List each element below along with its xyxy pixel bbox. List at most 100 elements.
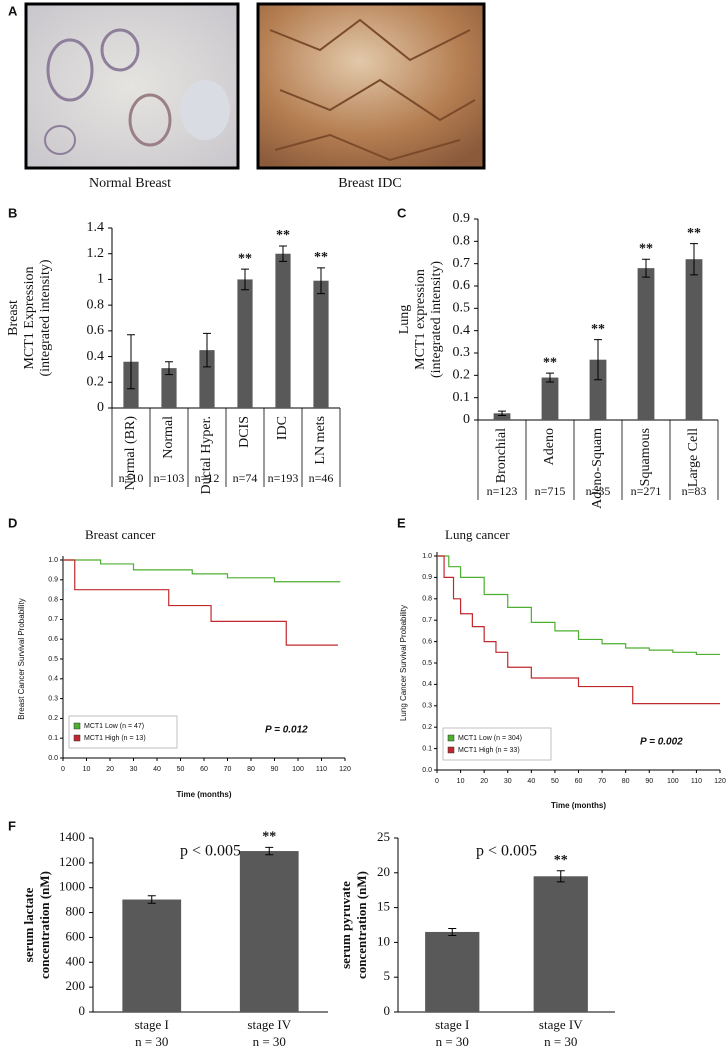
error-bar — [317, 267, 325, 295]
n-label: n=715 — [535, 484, 566, 498]
y-tick-label: 0.3 — [422, 703, 432, 710]
x-tick-label: LN mets — [313, 416, 328, 465]
x-axis-label: Time (months) — [551, 801, 606, 810]
n-label: n=83 — [682, 484, 707, 498]
chart-title: Lung cancer — [445, 527, 510, 542]
n-label: n=123 — [487, 484, 518, 498]
y-tick-label: 0.6 — [453, 278, 471, 293]
image-caption: Normal Breast — [89, 176, 171, 191]
n-label: n=46 — [309, 471, 334, 485]
x-axis-label: Time (months) — [177, 790, 232, 799]
y-tick-label: 0 — [384, 1003, 391, 1018]
y-tick-label: 0.4 — [453, 323, 471, 338]
legend-label: MCT1 Low (n = 47) — [84, 723, 144, 730]
y-tick-label: 0.3 — [453, 345, 471, 360]
x-tick-label: 70 — [598, 778, 606, 785]
error-bar — [556, 870, 565, 883]
error-bar — [594, 339, 602, 381]
y-axis-label: Lung — [397, 305, 412, 335]
n-label: n=271 — [631, 484, 662, 498]
x-tick-label: 60 — [200, 766, 208, 773]
bar — [122, 899, 182, 1012]
legend-swatch — [447, 746, 455, 754]
p-value: p < 0.005 — [476, 843, 537, 860]
y-tick-label: 0 — [463, 412, 470, 427]
error-bar — [147, 895, 156, 904]
bar — [685, 259, 703, 420]
legend-label: MCT1 Low (n = 304) — [458, 735, 522, 742]
y-tick-label: 0.9 — [48, 577, 58, 584]
x-tick-label: stage I — [135, 1017, 169, 1032]
x-tick-label: 100 — [667, 778, 679, 785]
y-tick-label: 600 — [66, 928, 86, 943]
x-tick-label: 60 — [575, 778, 583, 785]
x-tick-label: Adeno-Squam — [590, 428, 605, 509]
error-bar — [690, 243, 698, 276]
x-tick-label: 40 — [153, 766, 161, 773]
n-label: n=10 — [119, 471, 144, 485]
x-tick-label: Ductal Hyper. — [199, 416, 214, 495]
x-tick-label: IDC — [275, 416, 290, 440]
bar — [589, 359, 607, 420]
survival-curve — [63, 559, 341, 583]
significance: ** — [554, 853, 568, 868]
significance: ** — [639, 241, 653, 256]
y-tick-label: 15 — [377, 899, 390, 914]
y-tick-label: 0.1 — [453, 390, 471, 405]
image-idc — [256, 2, 486, 170]
y-tick-label: 0.2 — [87, 375, 105, 390]
legend-box — [68, 715, 178, 749]
error-bar — [127, 334, 135, 390]
bar — [199, 350, 215, 408]
x-tick-label: Bronchial — [494, 428, 509, 483]
bar — [637, 268, 655, 420]
legend-box — [442, 727, 552, 761]
n-label: n = 30 — [135, 1034, 168, 1049]
y-axis-label: Lung Cancer Survival Probability — [399, 605, 408, 721]
y-tick-label: 10 — [377, 933, 390, 948]
x-tick-label: 20 — [106, 766, 114, 773]
bar — [493, 413, 511, 420]
y-tick-label: 20 — [377, 864, 390, 879]
x-tick-label: 100 — [292, 766, 304, 773]
error-bar — [642, 258, 650, 278]
y-axis-label: (integrated intensity) — [38, 259, 53, 376]
y-tick-label: 25 — [377, 829, 390, 844]
significance: ** — [238, 251, 252, 266]
x-tick-label: 80 — [247, 766, 255, 773]
survival-curve — [63, 559, 338, 646]
y-tick-label: 0.2 — [422, 724, 432, 731]
y-tick-label: 0.5 — [422, 660, 432, 667]
bar — [533, 876, 588, 1012]
y-tick-label: 1.2 — [87, 246, 105, 261]
error-bar — [165, 361, 173, 376]
y-tick-label: 0.9 — [453, 211, 471, 226]
n-label: n=74 — [233, 471, 258, 485]
y-tick-label: 200 — [66, 978, 86, 993]
significance: ** — [262, 830, 276, 845]
n-label: n=12 — [195, 471, 220, 485]
y-tick-label: 0.3 — [48, 695, 58, 702]
p-value: p < 0.005 — [180, 843, 241, 860]
error-bar — [265, 846, 274, 856]
n-label: n = 30 — [544, 1034, 577, 1049]
bar — [237, 279, 253, 408]
y-axis-label: Breast Cancer Survival Probability — [17, 598, 26, 719]
y-axis-label: (integrated intensity) — [429, 261, 444, 378]
x-tick-label: 70 — [224, 766, 232, 773]
image-normal — [24, 2, 240, 170]
chart-title: Breast cancer — [85, 527, 156, 542]
x-tick-label: Large Cell — [686, 428, 701, 487]
x-tick-label: 10 — [457, 778, 465, 785]
x-tick-label: 20 — [480, 778, 488, 785]
y-tick-label: 0.8 — [422, 596, 432, 603]
n-label: n = 30 — [253, 1034, 286, 1049]
bar — [275, 253, 291, 408]
y-tick-label: 0.4 — [48, 676, 58, 683]
error-bar — [546, 372, 554, 383]
y-tick-label: 0.7 — [422, 617, 432, 624]
x-tick-label: DCIS — [237, 416, 252, 448]
bar — [161, 368, 177, 408]
y-tick-label: 0.2 — [453, 368, 471, 383]
